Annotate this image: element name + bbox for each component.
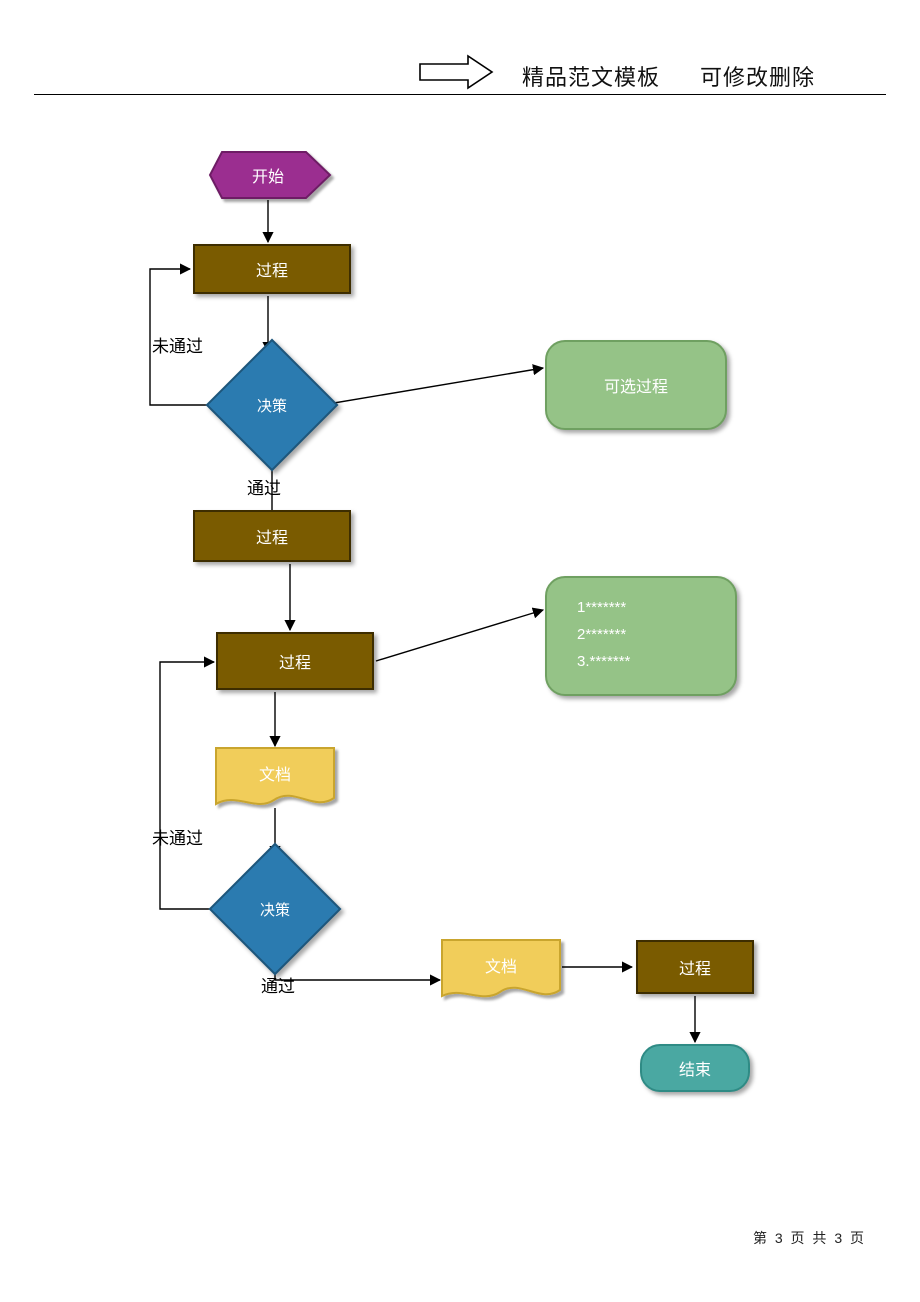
- node-proc2: 过程: [193, 510, 351, 562]
- node-opt1: 可选过程: [545, 340, 727, 430]
- node-proc4: 过程: [636, 940, 754, 994]
- node-opt1-label: 可选过程: [604, 373, 668, 397]
- node-dec2-label: 决策: [260, 899, 290, 920]
- node-opt2: 1******* 2******* 3.*******: [545, 576, 737, 696]
- header-arrow-icon: [420, 56, 492, 88]
- node-proc1: 过程: [193, 244, 351, 294]
- node-dec1-label: 决策: [257, 395, 287, 416]
- node-doc1: 文档: [216, 748, 334, 798]
- node-proc4-label: 过程: [679, 955, 711, 979]
- node-proc3: 过程: [216, 632, 374, 690]
- node-dec1: 决策: [225, 358, 319, 452]
- node-proc3-label: 过程: [279, 649, 311, 673]
- page: 精品范文模板 可修改删除 第 3 页 共 3 页: [0, 0, 920, 1302]
- label-pass-1: 通过: [247, 474, 281, 499]
- label-fail-2: 未通过: [152, 824, 203, 849]
- node-start-label: 开始: [252, 163, 284, 187]
- node-doc2: 文档: [442, 940, 560, 990]
- header-rule: [34, 94, 886, 95]
- node-dec2: 决策: [228, 862, 322, 956]
- opt2-line-2: 2*******: [577, 621, 630, 648]
- page-footer: 第 3 页 共 3 页: [753, 1228, 866, 1248]
- node-proc2-label: 过程: [256, 524, 288, 548]
- label-pass-2: 通过: [261, 972, 295, 997]
- connectors-layer: [0, 0, 920, 1302]
- node-doc1-label: 文档: [259, 761, 291, 785]
- node-proc1-label: 过程: [256, 257, 288, 281]
- node-end-label: 结束: [679, 1056, 711, 1080]
- node-start: 开始: [210, 152, 326, 198]
- header-title-2: 可修改删除: [700, 60, 815, 92]
- header-title-1: 精品范文模板: [522, 60, 660, 92]
- opt2-line-1: 1*******: [577, 594, 630, 621]
- node-end: 结束: [640, 1044, 750, 1092]
- opt2-line-3: 3.*******: [577, 648, 630, 675]
- label-fail-1: 未通过: [152, 332, 203, 357]
- node-doc2-label: 文档: [485, 953, 517, 977]
